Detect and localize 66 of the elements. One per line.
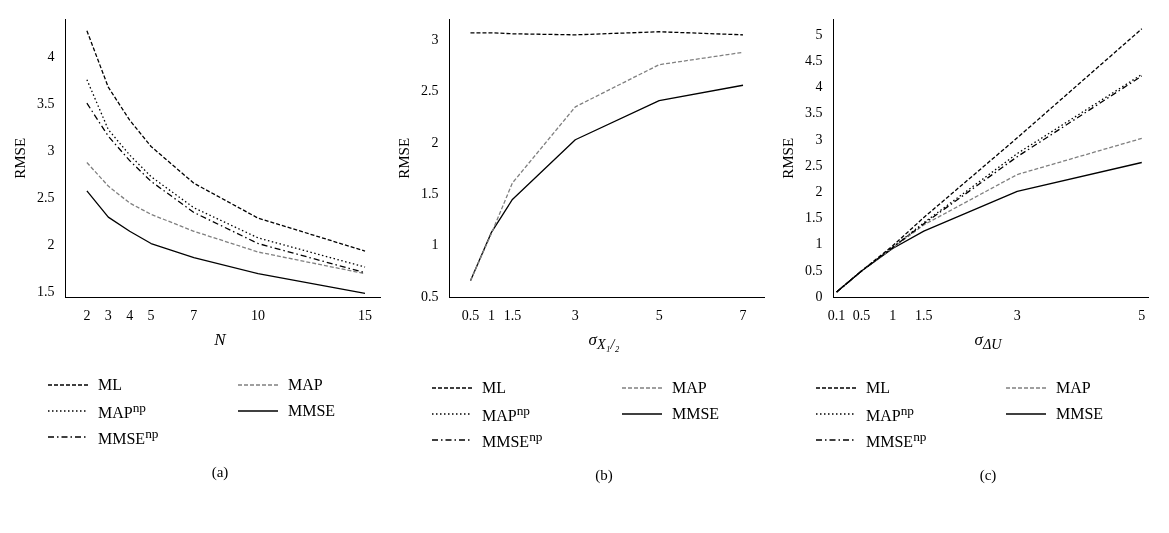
y-axis-title: RMSE: [11, 137, 28, 179]
x-tick-label: 1.5: [915, 308, 933, 324]
legend-label: MMSE$^{np}$: [866, 429, 927, 452]
x-tick-label: 0.1: [827, 308, 846, 324]
y-tick-label: 2.5: [37, 189, 55, 205]
y-tick-label: 0: [815, 288, 823, 304]
x-tick-label: 1.5: [503, 308, 522, 324]
legend-label: MAP$^{np}$: [866, 403, 915, 426]
legend-label: MAP: [288, 376, 323, 394]
y-tick-label: 2.5: [421, 83, 439, 99]
text: (c): [978, 467, 998, 485]
y-tick-label: 1.5: [805, 210, 823, 226]
x-tick-label: 5: [655, 308, 663, 324]
y-tick-label: 3.5: [805, 105, 823, 121]
x-tick-label: 7: [190, 308, 198, 324]
legend-label: MMSE: [288, 402, 336, 420]
x-tick-label: 7: [739, 308, 747, 324]
x-tick-label: 5: [1138, 308, 1146, 324]
x-axis-title: σ$_{X₁/₂}$: [587, 330, 621, 354]
y-tick-label: 1: [815, 236, 823, 252]
y-tick-label: 4: [47, 48, 55, 64]
legend-label: MAP: [672, 379, 707, 398]
y-tick-label: 3: [47, 142, 55, 158]
x-tick-label: 5: [147, 308, 155, 324]
y-tick-label: 4.5: [805, 53, 823, 68]
x-axis-title: σ$_{ΔU}$: [973, 330, 1003, 354]
x-tick-label: 10: [251, 308, 266, 324]
x-tick-label: 3: [571, 308, 579, 324]
y-tick-label: 1.5: [421, 185, 439, 201]
y-tick-label: 3: [431, 31, 439, 47]
y-tick-label: 2: [815, 184, 823, 200]
legend-label: MMSE: [672, 405, 720, 424]
legend-label: MAP$^{np}$: [98, 399, 147, 423]
text: (a): [210, 464, 230, 481]
y-tick-label: 2: [431, 134, 439, 150]
text: (b): [594, 467, 614, 485]
legend-label: MAP$^{np}$: [482, 403, 531, 426]
x-tick-label: 1: [487, 308, 495, 324]
y-tick-label: 1.5: [37, 284, 55, 300]
x-tick-label: 3: [104, 308, 112, 324]
legend-label: ML: [482, 379, 506, 398]
legend-label: MMSE: [1056, 405, 1104, 424]
y-tick-label: 4: [815, 79, 823, 95]
x-tick-label: 2: [83, 308, 91, 324]
legend-label: MMSE$^{np}$: [482, 429, 543, 452]
x-tick-label: 3: [1013, 308, 1021, 324]
x-tick-label: 15: [358, 308, 373, 324]
y-tick-label: 1: [431, 237, 439, 253]
y-tick-label: 2.5: [805, 157, 823, 173]
legend-label: ML: [98, 376, 122, 394]
y-tick-label: 0.5: [805, 262, 823, 278]
y-tick-label: 0.5: [421, 288, 439, 304]
x-tick-label: 0.5: [461, 308, 480, 324]
x-tick-label: 4: [126, 308, 134, 324]
y-tick-label: 5: [815, 26, 823, 42]
y-axis-title: RMSE: [395, 137, 412, 179]
legend-label: MMSE$^{np}$: [98, 425, 159, 449]
y-axis-title: RMSE: [779, 137, 796, 179]
legend-label: ML: [866, 379, 890, 398]
y-tick-label: 3.5: [37, 95, 55, 111]
x-axis-title: N: [213, 330, 228, 350]
x-tick-label: 1: [889, 308, 897, 324]
x-tick-label: 0.5: [852, 308, 871, 324]
y-tick-label: 3: [815, 131, 823, 147]
y-tick-label: 2: [47, 237, 55, 253]
legend-label: MAP: [1056, 379, 1091, 398]
